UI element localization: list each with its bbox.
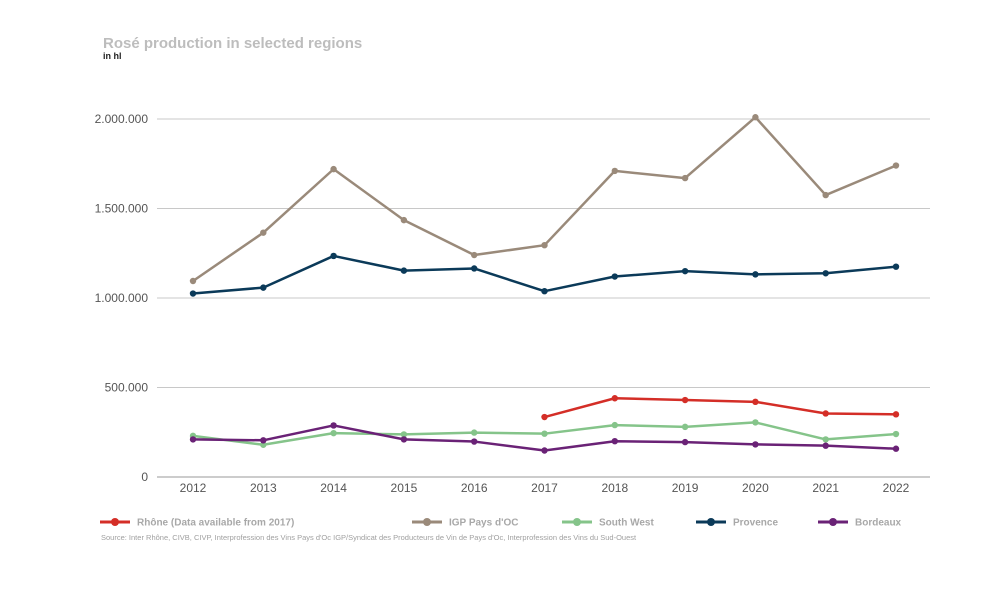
series-line	[191, 115, 898, 283]
legend-item: Provence	[696, 518, 778, 529]
series-1	[189, 114, 900, 285]
data-point	[892, 411, 900, 418]
data-point	[822, 410, 829, 417]
data-point	[892, 430, 900, 438]
data-point	[400, 431, 408, 438]
legend: Rhône (Data available from 2017) IGP Pays…	[100, 518, 902, 529]
data-point	[330, 429, 337, 437]
legend-swatch-marker	[829, 518, 837, 526]
data-point	[752, 114, 759, 121]
x-tick-label: 2013	[250, 481, 277, 495]
legend-item: Rhône (Data available from 2017)	[100, 518, 294, 529]
data-point	[892, 445, 900, 452]
legend-item: South West	[562, 518, 654, 529]
data-point	[471, 429, 478, 436]
data-point	[330, 165, 337, 173]
chart-subtitle: in hl	[103, 51, 122, 61]
data-point	[752, 398, 759, 406]
data-point	[892, 162, 900, 169]
legend-swatch-marker	[573, 518, 581, 526]
y-tick-label: 2.000.000	[95, 112, 149, 126]
series-2	[189, 419, 900, 448]
data-point	[681, 438, 689, 446]
data-point	[260, 284, 267, 291]
data-point	[541, 447, 548, 454]
data-point	[822, 270, 829, 277]
series-line	[543, 396, 898, 419]
x-tick-label: 2020	[742, 481, 769, 495]
legend-label: Provence	[733, 518, 778, 529]
data-point	[541, 287, 548, 295]
data-point	[541, 430, 548, 437]
y-tick-label: 1.000.000	[95, 291, 149, 305]
data-point	[822, 442, 829, 449]
data-point	[471, 438, 478, 445]
legend-swatch-marker	[423, 518, 431, 526]
legend-label: Bordeaux	[855, 518, 902, 529]
x-tick-label: 2019	[672, 481, 699, 495]
y-tick-label: 1.500.000	[95, 202, 149, 216]
source-note: Source: Inter Rhône, CIVB, CIVP, Interpr…	[101, 533, 637, 542]
series-3	[189, 252, 900, 297]
data-point	[611, 395, 618, 402]
series-0	[541, 395, 900, 421]
data-point	[260, 441, 267, 448]
data-point	[471, 265, 478, 272]
data-point	[260, 437, 267, 444]
chart-title: Rosé production in selected regions	[103, 35, 363, 52]
data-point	[541, 413, 548, 421]
data-point	[822, 436, 829, 443]
x-tick-label: 2016	[461, 481, 488, 495]
data-point	[611, 167, 618, 175]
data-point	[681, 423, 689, 431]
legend-swatch-marker	[707, 518, 715, 526]
series-4	[189, 422, 900, 454]
data-point	[681, 174, 689, 182]
legend-swatch-marker	[111, 518, 119, 526]
data-point	[681, 267, 689, 275]
legend-item: Bordeaux	[818, 518, 902, 529]
x-tick-label: 2015	[391, 481, 418, 495]
data-point	[400, 267, 408, 274]
x-tick-label: 2012	[180, 481, 207, 495]
x-tick-label: 2014	[320, 481, 347, 495]
x-tick-label: 2021	[812, 481, 839, 495]
data-point	[330, 422, 337, 429]
data-point	[260, 229, 267, 236]
legend-label: IGP Pays d'OC	[449, 518, 518, 529]
x-tick-label: 2022	[883, 481, 910, 495]
data-point	[400, 436, 408, 443]
data-point	[752, 441, 759, 448]
data-point	[611, 438, 618, 445]
y-axis-ticks: 0 500.000 1.000.000 1.500.000 2.000.000	[95, 112, 149, 484]
data-point	[822, 191, 829, 199]
legend-item: IGP Pays d'OC	[412, 518, 518, 529]
gridlines	[157, 118, 930, 478]
series-lines	[189, 114, 900, 454]
data-point	[541, 241, 548, 249]
data-point	[400, 216, 408, 224]
x-axis-ticks: 2012 2013 2014 2015 2016 2017 2018 2019 2020 2021…	[180, 481, 910, 495]
x-tick-label: 2017	[531, 481, 558, 495]
y-tick-label: 500.000	[105, 381, 149, 395]
x-tick-label: 2018	[601, 481, 628, 495]
data-point	[189, 436, 197, 443]
series-line	[191, 254, 898, 295]
data-point	[330, 252, 337, 260]
data-point	[752, 419, 759, 426]
data-point	[611, 421, 618, 429]
y-tick-label: 0	[141, 470, 148, 484]
data-point	[611, 273, 618, 280]
data-point	[681, 396, 689, 404]
data-point	[189, 277, 197, 285]
data-point	[189, 290, 197, 297]
data-point	[471, 251, 478, 259]
legend-label: South West	[599, 518, 654, 529]
data-point	[752, 271, 759, 278]
data-point	[892, 263, 900, 270]
legend-label: Rhône (Data available from 2017)	[137, 518, 294, 529]
